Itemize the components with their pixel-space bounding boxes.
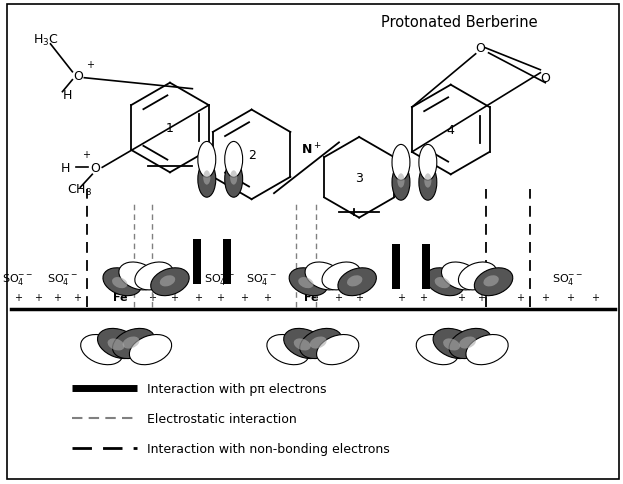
Text: Electrostatic interaction: Electrostatic interaction: [147, 412, 297, 425]
Ellipse shape: [416, 335, 459, 365]
Text: H: H: [61, 162, 70, 174]
Ellipse shape: [289, 268, 328, 296]
Text: +: +: [54, 292, 62, 302]
Ellipse shape: [419, 145, 437, 181]
Ellipse shape: [310, 337, 326, 349]
Text: O: O: [74, 70, 83, 83]
Text: +: +: [355, 292, 363, 302]
Bar: [223, 240, 231, 284]
Ellipse shape: [347, 276, 363, 287]
Text: +: +: [566, 292, 574, 302]
Text: +: +: [240, 292, 248, 302]
Ellipse shape: [119, 262, 158, 290]
Ellipse shape: [198, 142, 216, 178]
Text: Fe: Fe: [304, 292, 318, 302]
Text: +: +: [334, 292, 342, 302]
Text: +: +: [591, 292, 599, 302]
Ellipse shape: [459, 337, 476, 349]
Ellipse shape: [151, 268, 189, 296]
Text: Interaction with pπ electrons: Interaction with pπ electrons: [147, 382, 326, 395]
Ellipse shape: [225, 142, 242, 178]
Text: +: +: [516, 292, 525, 302]
Bar: [392, 244, 400, 289]
Text: Fe: Fe: [113, 292, 128, 302]
Ellipse shape: [123, 337, 140, 349]
Text: SO$_4^{--}$: SO$_4^{--}$: [245, 272, 277, 287]
Ellipse shape: [112, 277, 128, 288]
Text: +: +: [216, 292, 224, 302]
Ellipse shape: [419, 165, 437, 201]
Ellipse shape: [316, 335, 359, 365]
Text: +: +: [397, 292, 405, 302]
Ellipse shape: [305, 262, 343, 290]
Text: +: +: [82, 150, 90, 160]
Text: +: +: [170, 292, 178, 302]
Ellipse shape: [392, 165, 410, 201]
Text: +: +: [148, 292, 156, 302]
Text: +: +: [14, 292, 22, 302]
Text: O: O: [90, 162, 100, 174]
Text: +: +: [477, 292, 485, 302]
Bar: [422, 244, 430, 289]
Ellipse shape: [443, 339, 460, 351]
Text: 4: 4: [447, 124, 455, 136]
Ellipse shape: [294, 339, 311, 351]
Ellipse shape: [459, 262, 497, 290]
Ellipse shape: [230, 171, 237, 185]
Ellipse shape: [160, 276, 175, 287]
Ellipse shape: [198, 162, 216, 198]
Text: +: +: [262, 292, 270, 302]
Ellipse shape: [113, 329, 155, 359]
Text: CH$_3$: CH$_3$: [67, 182, 93, 197]
Ellipse shape: [103, 268, 141, 296]
Ellipse shape: [98, 329, 140, 359]
Ellipse shape: [466, 335, 508, 365]
Text: SO$_4^{--}$: SO$_4^{--}$: [204, 272, 235, 287]
Ellipse shape: [298, 277, 313, 288]
Ellipse shape: [435, 277, 450, 288]
Text: +: +: [541, 292, 549, 302]
Ellipse shape: [322, 262, 361, 290]
Ellipse shape: [397, 174, 404, 188]
Ellipse shape: [433, 329, 475, 359]
Ellipse shape: [474, 268, 513, 296]
Ellipse shape: [130, 335, 171, 365]
Text: H: H: [63, 89, 72, 102]
Text: Interaction with non-bonding electrons: Interaction with non-bonding electrons: [147, 442, 390, 454]
Text: H$_3$C: H$_3$C: [32, 33, 58, 48]
Text: SO$_4^{--}$: SO$_4^{--}$: [2, 272, 34, 287]
Text: 1: 1: [166, 122, 174, 135]
Ellipse shape: [283, 329, 326, 359]
Text: O: O: [540, 72, 550, 85]
Text: +: +: [457, 292, 465, 302]
Ellipse shape: [80, 335, 123, 365]
Ellipse shape: [483, 276, 499, 287]
Ellipse shape: [203, 171, 211, 185]
Text: 3: 3: [355, 171, 363, 184]
Text: +: +: [74, 292, 82, 302]
Ellipse shape: [225, 162, 242, 198]
Ellipse shape: [426, 268, 464, 296]
Text: SO$_4^{--}$: SO$_4^{--}$: [47, 272, 78, 287]
Ellipse shape: [135, 262, 173, 290]
Bar: [193, 240, 201, 284]
Text: +: +: [194, 292, 202, 302]
Ellipse shape: [449, 329, 492, 359]
Ellipse shape: [108, 339, 125, 351]
Text: +: +: [419, 292, 427, 302]
Text: +: +: [87, 60, 94, 70]
Text: SO$_4^{--}$: SO$_4^{--}$: [553, 272, 584, 287]
Text: Protonated Berberine: Protonated Berberine: [381, 15, 538, 30]
Ellipse shape: [442, 262, 480, 290]
Ellipse shape: [338, 268, 376, 296]
Ellipse shape: [392, 145, 410, 181]
Text: 2: 2: [248, 149, 255, 162]
Ellipse shape: [300, 329, 342, 359]
Ellipse shape: [267, 335, 309, 365]
Text: N$^+$: N$^+$: [301, 142, 321, 158]
Text: O: O: [476, 42, 485, 55]
Text: +: +: [34, 292, 42, 302]
Ellipse shape: [424, 174, 432, 188]
